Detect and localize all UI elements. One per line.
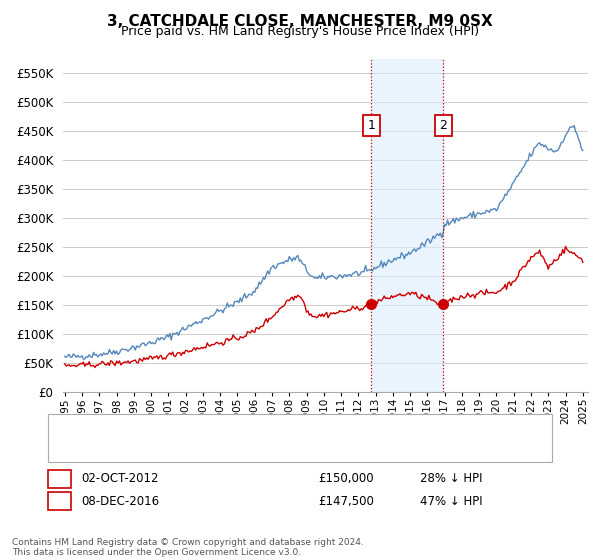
Text: 2: 2 [56, 494, 63, 508]
Text: 47% ↓ HPI: 47% ↓ HPI [420, 494, 482, 508]
Bar [371, 59, 443, 392]
Text: 08-DEC-2016: 08-DEC-2016 [81, 494, 159, 508]
Text: 2: 2 [439, 119, 447, 132]
Text: HPI: Average price, detached house, Manchester: HPI: Average price, detached house, Manc… [90, 444, 356, 454]
Text: 3, CATCHDALE CLOSE, MANCHESTER, M9 0SX (detached house): 3, CATCHDALE CLOSE, MANCHESTER, M9 0SX (… [90, 423, 439, 433]
Text: 28% ↓ HPI: 28% ↓ HPI [420, 472, 482, 486]
Text: 1: 1 [367, 119, 375, 132]
Text: Contains HM Land Registry data © Crown copyright and database right 2024.
This d: Contains HM Land Registry data © Crown c… [12, 538, 364, 557]
Text: 3, CATCHDALE CLOSE, MANCHESTER, M9 0SX: 3, CATCHDALE CLOSE, MANCHESTER, M9 0SX [107, 14, 493, 29]
Text: 02-OCT-2012: 02-OCT-2012 [81, 472, 158, 486]
Text: £147,500: £147,500 [318, 494, 374, 508]
Text: £150,000: £150,000 [318, 472, 374, 486]
Text: 1: 1 [56, 472, 63, 486]
Text: Price paid vs. HM Land Registry's House Price Index (HPI): Price paid vs. HM Land Registry's House … [121, 25, 479, 38]
